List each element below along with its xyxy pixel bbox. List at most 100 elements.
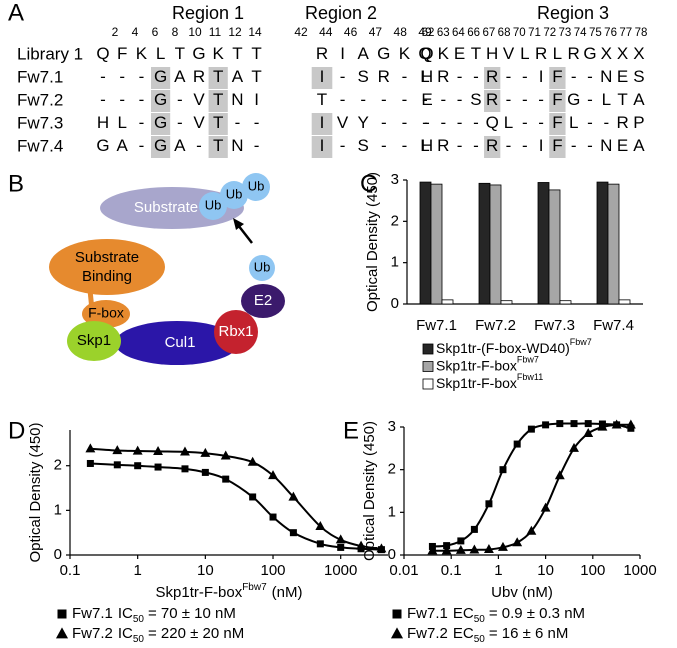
highlight (208, 113, 228, 135)
marker-square (392, 609, 402, 619)
row-name: Fw7.2 (17, 90, 63, 109)
legend-label: Fw7.2 IC50 = 220 ± 20 nM (72, 625, 244, 645)
position-number: 44 (319, 25, 333, 39)
position-number: 42 (294, 25, 308, 39)
legend-swatch (422, 361, 434, 372)
legend-label-part: = 0.9 ± 0.3 nM (489, 605, 585, 622)
highlight (549, 136, 566, 158)
ub-node (220, 181, 248, 209)
region-title: Region 2 (305, 3, 377, 23)
x-tick-label: 10 (197, 562, 214, 579)
x-tick-label: 1 (494, 562, 502, 579)
x-axis-label-part: Fbw7 (242, 582, 267, 593)
marker-triangle (132, 445, 143, 455)
legend-label-part: 50 (474, 614, 486, 625)
x-tick-label: 1000 (623, 562, 656, 579)
legend-label-part: Fw7.1 (72, 605, 113, 622)
legend-label-part: 50 (133, 634, 145, 645)
bar (430, 183, 443, 305)
marker-square (113, 461, 121, 469)
x-tick-label: 100 (261, 562, 286, 579)
ub-node (249, 255, 275, 281)
node-label: Ub (205, 197, 222, 212)
position-number: 74 (574, 27, 587, 39)
marker-triangle (427, 545, 438, 555)
fit-curve (90, 447, 382, 550)
x-tick-label: 0.1 (441, 562, 462, 579)
highlight (208, 67, 228, 89)
y-axis-label: Optical Density (450) (27, 422, 44, 562)
position-number: 46 (344, 25, 358, 39)
highlight (311, 113, 333, 135)
x-tick-label: 100 (580, 562, 605, 579)
sequence: T----- (317, 90, 428, 109)
bar (596, 181, 609, 305)
node-label: Ub (226, 186, 243, 201)
x-axis-label-part: Skp1tr-F-box (156, 584, 243, 601)
position-number: 66 (467, 27, 480, 39)
marker-triangle (220, 450, 231, 460)
legend-label-part: Fw7.1 (407, 605, 448, 622)
marker-square (527, 425, 535, 433)
marker-square (269, 513, 277, 521)
bar (441, 299, 454, 305)
marker-square (154, 463, 162, 471)
y-tick-label: 1 (391, 254, 399, 271)
marker-triangle (315, 521, 326, 531)
panel-label: A (8, 0, 24, 26)
arrow (237, 224, 253, 244)
fit-curve (90, 462, 382, 551)
bar (618, 299, 631, 305)
position-number: 78 (635, 27, 648, 39)
position-number: 63 (437, 27, 450, 39)
x-tick-label: 1 (134, 562, 142, 579)
row-name: Library 1 (17, 44, 83, 63)
legend-label: Fw7.2 EC50 = 16 ± 6 nM (407, 625, 568, 645)
highlight (151, 67, 171, 89)
legend-label-part: Fw7.2 (72, 625, 113, 642)
position-number: 70 (513, 27, 526, 39)
marker-triangle (268, 470, 278, 480)
bar (478, 182, 491, 305)
position-number: 76 (604, 27, 617, 39)
y-tick-label: 2 (391, 212, 399, 229)
legend-label-part: IC (118, 625, 133, 642)
node-label: Rbx1 (218, 323, 253, 340)
marker-square (513, 440, 521, 448)
y-tick-label: 1 (54, 501, 62, 518)
legend-label-part: Fbw7 (517, 355, 539, 365)
legend-label-part: 50 (133, 614, 145, 625)
legend-label-part: 50 (474, 634, 486, 645)
marker-triangle (554, 470, 565, 480)
marker-square (470, 525, 478, 533)
x-tick-label: 1000 (324, 562, 357, 579)
legend-label-part: = 70 ± 10 nM (148, 605, 236, 622)
node-label: Ub (254, 259, 271, 274)
node-label: Cul1 (165, 334, 196, 351)
rbx1-node (214, 310, 258, 354)
bar (537, 182, 550, 305)
position-number: 6 (152, 25, 159, 39)
marker-triangle (512, 537, 523, 547)
position-number: 14 (248, 25, 262, 39)
row-name: Fw7.4 (17, 136, 63, 155)
marker-triangle (288, 491, 299, 501)
marker-triangle (455, 544, 466, 554)
position-number: 68 (498, 27, 511, 39)
marker-square (499, 466, 507, 474)
position-number: 2 (112, 25, 119, 39)
position-number: 10 (188, 25, 202, 39)
cul1-node (115, 321, 239, 365)
bar (489, 184, 502, 305)
panel-label: D (8, 417, 25, 444)
marker-square (316, 540, 324, 548)
position-number: 49 (418, 25, 432, 39)
legend-swatch (422, 343, 434, 355)
marker-square (57, 609, 67, 619)
highlight (484, 90, 501, 112)
marker-triangle (469, 544, 480, 554)
